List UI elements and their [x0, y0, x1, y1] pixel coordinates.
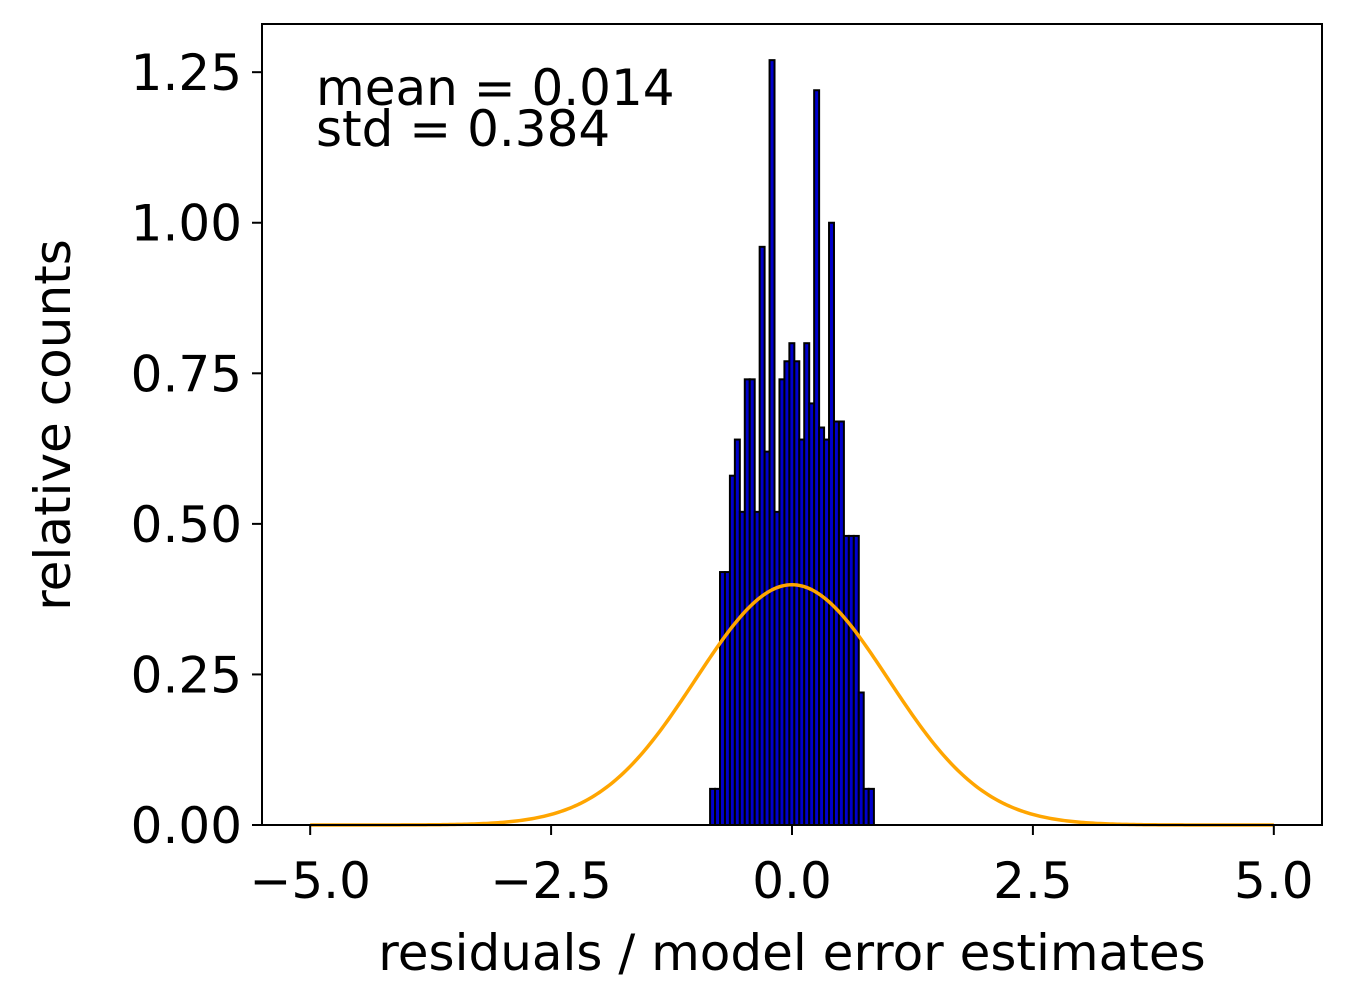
- std-annotation: std = 0.384: [316, 100, 610, 158]
- y-tick-label: 0.50: [131, 496, 242, 554]
- x-tick-label: 5.0: [1234, 852, 1314, 910]
- x-tick-label: 2.5: [993, 852, 1073, 910]
- y-tick-label: 1.00: [131, 195, 242, 253]
- x-tick-label: −5.0: [249, 852, 370, 910]
- x-tick-label: −2.5: [490, 852, 611, 910]
- y-tick-label: 1.25: [131, 44, 242, 102]
- x-axis-label: residuals / model error estimates: [378, 924, 1205, 982]
- histogram-bars: [709, 59, 875, 827]
- y-tick-label: 0.25: [131, 646, 242, 704]
- histogram-bar: [867, 787, 875, 827]
- mean-annotation: mean = 0.014: [316, 59, 675, 117]
- y-axis-label: relative counts: [24, 239, 82, 611]
- y-axis-ticks: 0.00 0.25 0.50 0.75 1.00 1.25: [131, 44, 262, 855]
- y-tick-label: 0.00: [131, 797, 242, 855]
- x-axis-ticks: −5.0 −2.5 0.0 2.5 5.0: [249, 825, 1314, 910]
- x-tick-label: 0.0: [752, 852, 832, 910]
- y-tick-label: 0.75: [131, 345, 242, 403]
